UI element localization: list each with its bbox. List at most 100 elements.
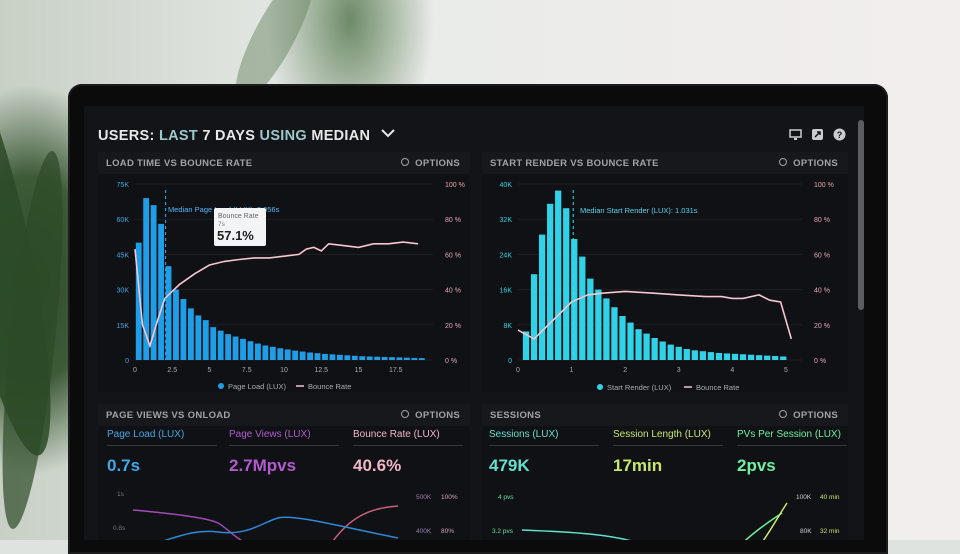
bar[interactable] (314, 353, 321, 360)
bar[interactable] (587, 278, 594, 360)
share-icon[interactable] (811, 128, 824, 141)
bar[interactable] (563, 208, 570, 360)
bar[interactable] (404, 357, 410, 360)
stat-page-load: Page Load (LUX) 0.7s (107, 429, 217, 476)
bar[interactable] (322, 353, 328, 360)
bar[interactable] (202, 320, 209, 360)
chevron-down-icon[interactable] (380, 126, 395, 142)
y-tick-label: 32K (500, 217, 513, 224)
bar[interactable] (292, 350, 299, 360)
bar[interactable] (411, 357, 418, 360)
bar[interactable] (723, 353, 731, 360)
bar[interactable] (180, 298, 187, 360)
bar[interactable] (530, 274, 538, 360)
bar[interactable] (547, 203, 554, 360)
bar[interactable] (173, 289, 179, 360)
help-icon[interactable]: ? (833, 128, 846, 141)
legend-page-load[interactable]: Page Load (LUX) (228, 382, 286, 391)
bar[interactable] (683, 349, 690, 360)
bar[interactable] (240, 338, 246, 360)
legend: Start Render (LUX) Bounce Rate (597, 383, 739, 392)
legend-bounce-rate[interactable]: Bounce Rate (308, 382, 351, 391)
bar[interactable] (755, 355, 763, 360)
toolbar-icons: ? (789, 128, 846, 141)
bar[interactable] (210, 327, 217, 360)
bar[interactable] (595, 289, 602, 360)
bar[interactable] (336, 354, 343, 360)
scrollbar[interactable] (858, 120, 864, 310)
bar[interactable] (381, 356, 388, 360)
options-button[interactable]: OPTIONS (779, 158, 838, 169)
bar[interactable] (143, 198, 150, 360)
legend-bounce-rate[interactable]: Bounce Rate (696, 383, 739, 392)
bar[interactable] (691, 350, 698, 360)
panel-header: START RENDER VS BOUNCE RATE OPTIONS (482, 152, 848, 174)
bar[interactable] (635, 329, 642, 360)
options-button[interactable]: OPTIONS (401, 158, 460, 169)
monitor-icon[interactable] (789, 128, 802, 141)
bar[interactable] (739, 354, 747, 360)
bar[interactable] (351, 355, 358, 360)
bar[interactable] (158, 223, 164, 360)
bar[interactable] (165, 266, 172, 360)
bar[interactable] (247, 341, 254, 360)
bar[interactable] (579, 256, 586, 360)
bar[interactable] (299, 351, 306, 360)
x-tick-label: 15 (355, 367, 363, 374)
bar[interactable] (659, 341, 666, 360)
bar[interactable] (643, 333, 650, 360)
bar[interactable] (667, 344, 674, 360)
bar[interactable] (225, 334, 232, 360)
bar[interactable] (277, 348, 284, 360)
bar[interactable] (255, 343, 261, 360)
options-button[interactable]: OPTIONS (401, 410, 460, 421)
bar[interactable] (389, 357, 395, 360)
panel-header: SESSIONS OPTIONS (482, 404, 848, 426)
bar[interactable] (344, 355, 351, 360)
bar[interactable] (619, 316, 626, 360)
bar[interactable] (522, 331, 530, 360)
bar[interactable] (366, 356, 373, 360)
bar[interactable] (135, 242, 142, 360)
legend-start-render[interactable]: Start Render (LUX) (607, 383, 672, 392)
options-button[interactable]: OPTIONS (779, 410, 838, 421)
bar[interactable] (707, 352, 715, 360)
bar[interactable] (571, 239, 578, 360)
bar[interactable] (603, 298, 610, 360)
page-title[interactable]: USERS: LAST 7 DAYS USING MEDIAN (98, 126, 395, 144)
bar[interactable] (555, 190, 562, 360)
bar[interactable] (780, 356, 787, 360)
bar[interactable] (217, 330, 224, 360)
bar[interactable] (699, 351, 707, 360)
bar[interactable] (262, 345, 269, 360)
bar[interactable] (772, 356, 779, 360)
bar[interactable] (747, 354, 755, 360)
panel-header: LOAD TIME VS BOUNCE RATE OPTIONS (98, 152, 470, 174)
bar[interactable] (329, 354, 336, 360)
bar[interactable] (195, 315, 202, 360)
bar[interactable] (627, 322, 634, 360)
bar[interactable] (651, 338, 658, 360)
bar[interactable] (284, 349, 291, 360)
bar[interactable] (150, 205, 157, 360)
bar[interactable] (538, 234, 546, 360)
bar[interactable] (374, 356, 381, 360)
bar[interactable] (396, 357, 403, 360)
y-tick-label: 60K (117, 217, 130, 224)
bounce-rate-line (134, 241, 419, 349)
bar[interactable] (611, 307, 618, 360)
bar[interactable] (675, 346, 682, 360)
tooltip: Bounce Rate 7s 57.1% (214, 208, 266, 246)
bar[interactable] (764, 355, 771, 360)
bar[interactable] (359, 356, 366, 360)
bar[interactable] (307, 352, 313, 360)
bar[interactable] (232, 336, 239, 360)
bar[interactable] (187, 308, 194, 360)
stat-label: Page Views (LUX) (229, 429, 311, 440)
bar[interactable] (418, 358, 425, 360)
top-bar: USERS: LAST 7 DAYS USING MEDIAN ? (84, 106, 864, 158)
bar[interactable] (269, 346, 276, 360)
bar[interactable] (715, 352, 723, 360)
bar[interactable] (731, 353, 739, 360)
axis-label: 32 min (820, 528, 840, 535)
